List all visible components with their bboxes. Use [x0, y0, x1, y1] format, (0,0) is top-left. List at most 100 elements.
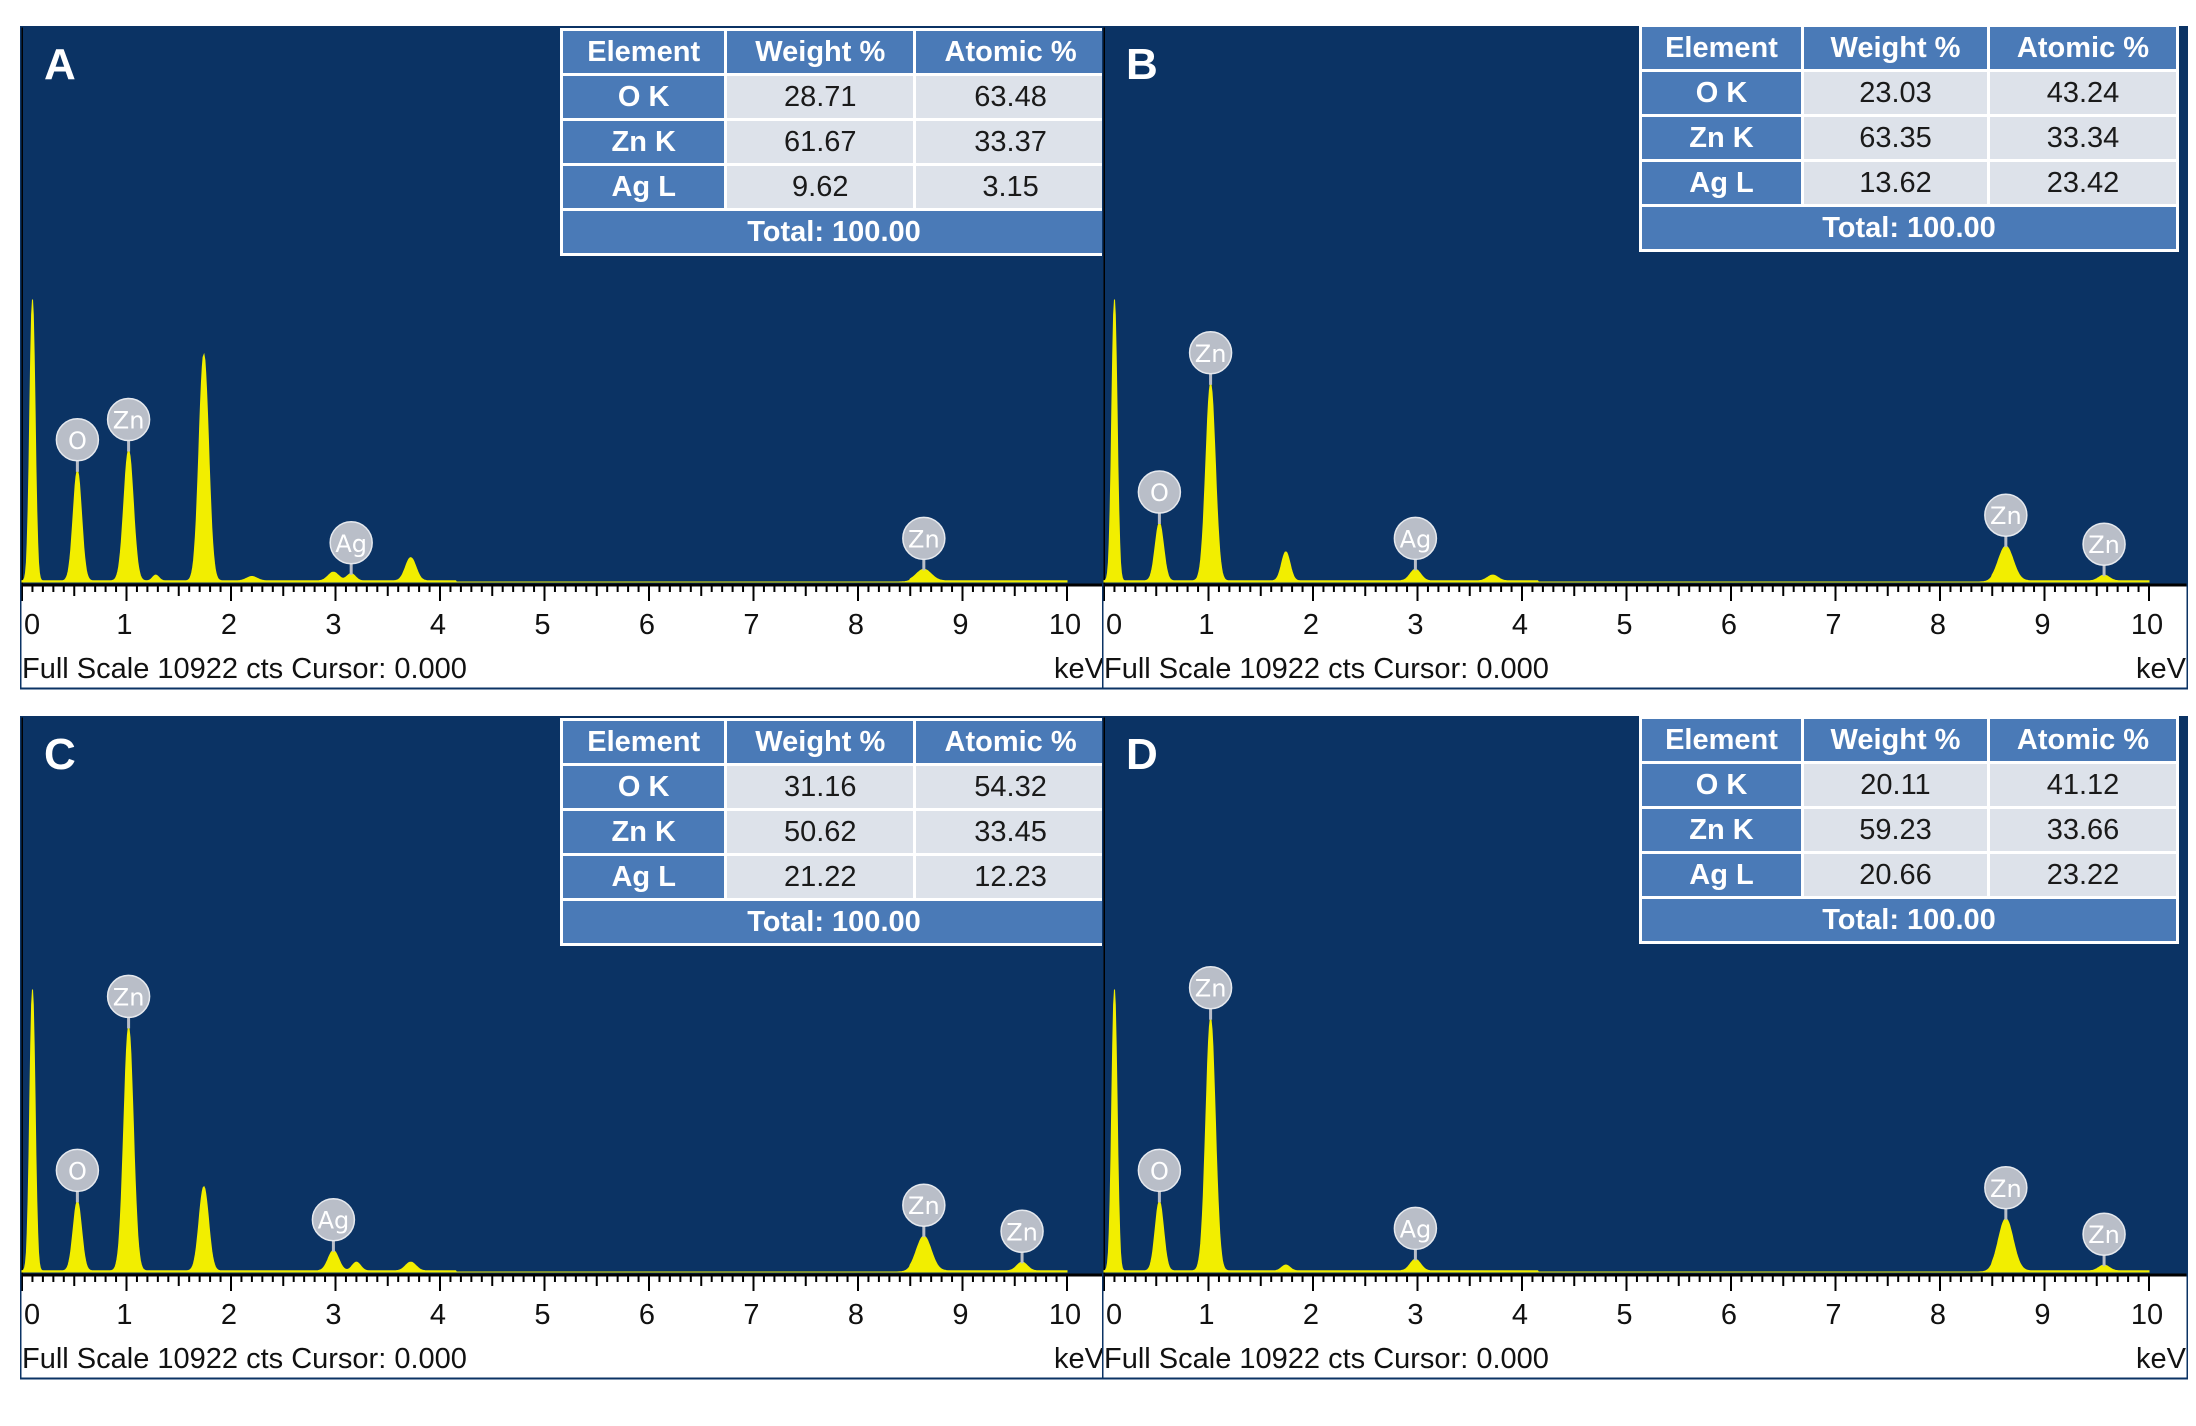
table-header-weight: Weight %: [724, 28, 917, 76]
x-tick-label: 7: [1825, 609, 1841, 641]
peak-label-text: Ag: [1400, 525, 1432, 553]
peak-label: Zn: [1984, 1166, 2028, 1220]
x-tick-label: 4: [430, 609, 446, 641]
x-tick-label: 1: [1198, 609, 1214, 641]
x-tick-label: 1: [1198, 1299, 1214, 1331]
x-tick-label: 2: [221, 1299, 237, 1331]
peak-label-text: Zn: [908, 525, 940, 553]
footer-status-text: Full Scale 10922 cts Cursor: 0.000: [22, 653, 467, 685]
table-row: Ag L 21.22 12.23: [559, 853, 1106, 901]
table-header-atomic: Atomic %: [1986, 26, 2180, 72]
table-cell-weight: 13.62: [1801, 159, 1990, 207]
table-cell-element: Ag L: [1639, 159, 1804, 207]
x-tick-label: 8: [848, 1299, 864, 1331]
x-tick-label: 5: [534, 609, 550, 641]
table-header-atomic: Atomic %: [1986, 716, 2180, 764]
x-tick-label: 4: [1512, 609, 1528, 641]
x-axis-unit: keV: [1054, 653, 1105, 685]
table-row: Zn K 63.35 33.34: [1639, 114, 2180, 162]
x-tick-label: 10: [2131, 1299, 2163, 1331]
peak-label: Zn: [2082, 1212, 2126, 1267]
table-cell-weight: 28.71: [724, 73, 917, 121]
x-tick-label: 5: [1616, 1299, 1632, 1331]
panel-label-a: A: [44, 40, 76, 89]
peak-label-text: Zn: [2088, 531, 2120, 559]
table-total: Total: 100.00: [560, 208, 1106, 256]
peak-label: O: [55, 418, 100, 472]
peak-label: Zn: [1188, 331, 1233, 385]
x-tick-label: 2: [221, 609, 237, 641]
footer-status-text: Full Scale 10922 cts Cursor: 0.000: [1104, 653, 1549, 685]
x-tick-label: 6: [639, 609, 655, 641]
table-cell-atomic: 23.22: [1986, 851, 2180, 899]
x-tick-label: 9: [952, 609, 968, 641]
x-tick-label: 6: [639, 1299, 655, 1331]
table-cell-weight: 31.16: [724, 763, 917, 811]
x-tick-label: 0: [24, 609, 40, 641]
eds-panel-c: O Zn Ag Zn Zn 0 1 2 3 4 5 6 7 8 9 10 Full Scale 10922 ct…: [20, 716, 1106, 1400]
peak-label: Ag: [1393, 1206, 1438, 1261]
panel-border: [1102, 716, 2188, 1380]
table-cell-element: Ag L: [559, 163, 728, 211]
peak-label-text: O: [68, 1157, 87, 1185]
x-tick-label: 3: [325, 1299, 341, 1331]
peak-label: Ag: [311, 1197, 356, 1252]
table-header-atomic: Atomic %: [913, 28, 1106, 76]
table-cell-element: Ag L: [1639, 851, 1804, 899]
table-cell-atomic: 33.34: [1986, 114, 2180, 162]
table-cell-atomic: 54.32: [913, 763, 1106, 811]
table-header-element: Element: [1639, 26, 1804, 72]
spectrum-series: [1103, 299, 2150, 583]
peak-label-text: Ag: [318, 1207, 350, 1235]
peak-label: Zn: [2082, 522, 2126, 577]
table-cell-atomic: 41.12: [1986, 761, 2180, 809]
peak-label: Zn: [1984, 493, 2028, 548]
x-axis-band: [20, 584, 1106, 666]
table-cell-weight: 20.66: [1801, 851, 1990, 899]
eds-panel-b: O Zn Ag Zn Zn 0 1 2 3 4 5 6 7 8 9 10 Full Scale 10922 ct…: [1102, 26, 2188, 710]
table-cell-atomic: 33.37: [913, 118, 1106, 166]
x-tick-label: 9: [952, 1299, 968, 1331]
table-cell-element: O K: [1639, 761, 1804, 809]
panel-label-b: B: [1126, 40, 1158, 89]
x-tick-label: 4: [1512, 1299, 1528, 1331]
table-cell-element: O K: [1639, 69, 1804, 117]
x-tick-label: 9: [2034, 609, 2050, 641]
x-tick-label: 0: [24, 1299, 40, 1331]
x-tick-label: 10: [2131, 609, 2163, 641]
peak-label-text: Zn: [1006, 1218, 1038, 1246]
peak-label-text: Zn: [1990, 1175, 2022, 1203]
table-cell-element: Zn K: [1639, 114, 1804, 162]
table-header-element: Element: [559, 28, 728, 76]
table-cell-weight: 20.11: [1801, 761, 1990, 809]
x-tick-label: 3: [1407, 1299, 1423, 1331]
table-header-element: Element: [559, 718, 728, 766]
eds-panel-d: O Zn Ag Zn Zn 0 1 2 3 4 5 6 7 8 9 10 Full Scale 10922 ct…: [1102, 716, 2188, 1400]
peak-label-text: O: [68, 427, 87, 455]
table-cell-atomic: 33.66: [1986, 806, 2180, 854]
x-tick-label: 10: [1049, 1299, 1081, 1331]
x-tick-label: 10: [1049, 609, 1081, 641]
table-total: Total: 100.00: [1639, 896, 2179, 944]
table-cell-weight: 50.62: [724, 808, 917, 856]
peak-label: Ag: [329, 521, 373, 575]
x-tick-label: 8: [848, 609, 864, 641]
table-row: Ag L 20.66 23.22: [1639, 851, 2180, 899]
peak-label: Zn: [1000, 1209, 1044, 1264]
table-header-weight: Weight %: [1801, 26, 1990, 72]
x-tick-label: 7: [1825, 1299, 1841, 1331]
x-tick-label: 4: [430, 1299, 446, 1331]
footer-status-text: Full Scale 10922 cts Cursor: 0.000: [1104, 1343, 1549, 1375]
panel-label-c: C: [44, 730, 76, 779]
peak-label: Zn: [902, 516, 946, 571]
peak-label-text: Zn: [113, 983, 145, 1011]
x-tick-label: 1: [116, 609, 132, 641]
x-axis-band: [1102, 1274, 2188, 1356]
table-header-weight: Weight %: [1801, 716, 1990, 764]
peak-label-text: Ag: [335, 530, 367, 558]
x-tick-label: 8: [1930, 1299, 1946, 1331]
x-tick-label: 6: [1721, 1299, 1737, 1331]
x-tick-label: 3: [1407, 609, 1423, 641]
composition-table-b: Element Weight % Atomic % O K 23.03 43.2…: [1639, 26, 2180, 252]
peak-label: O: [1137, 470, 1182, 524]
